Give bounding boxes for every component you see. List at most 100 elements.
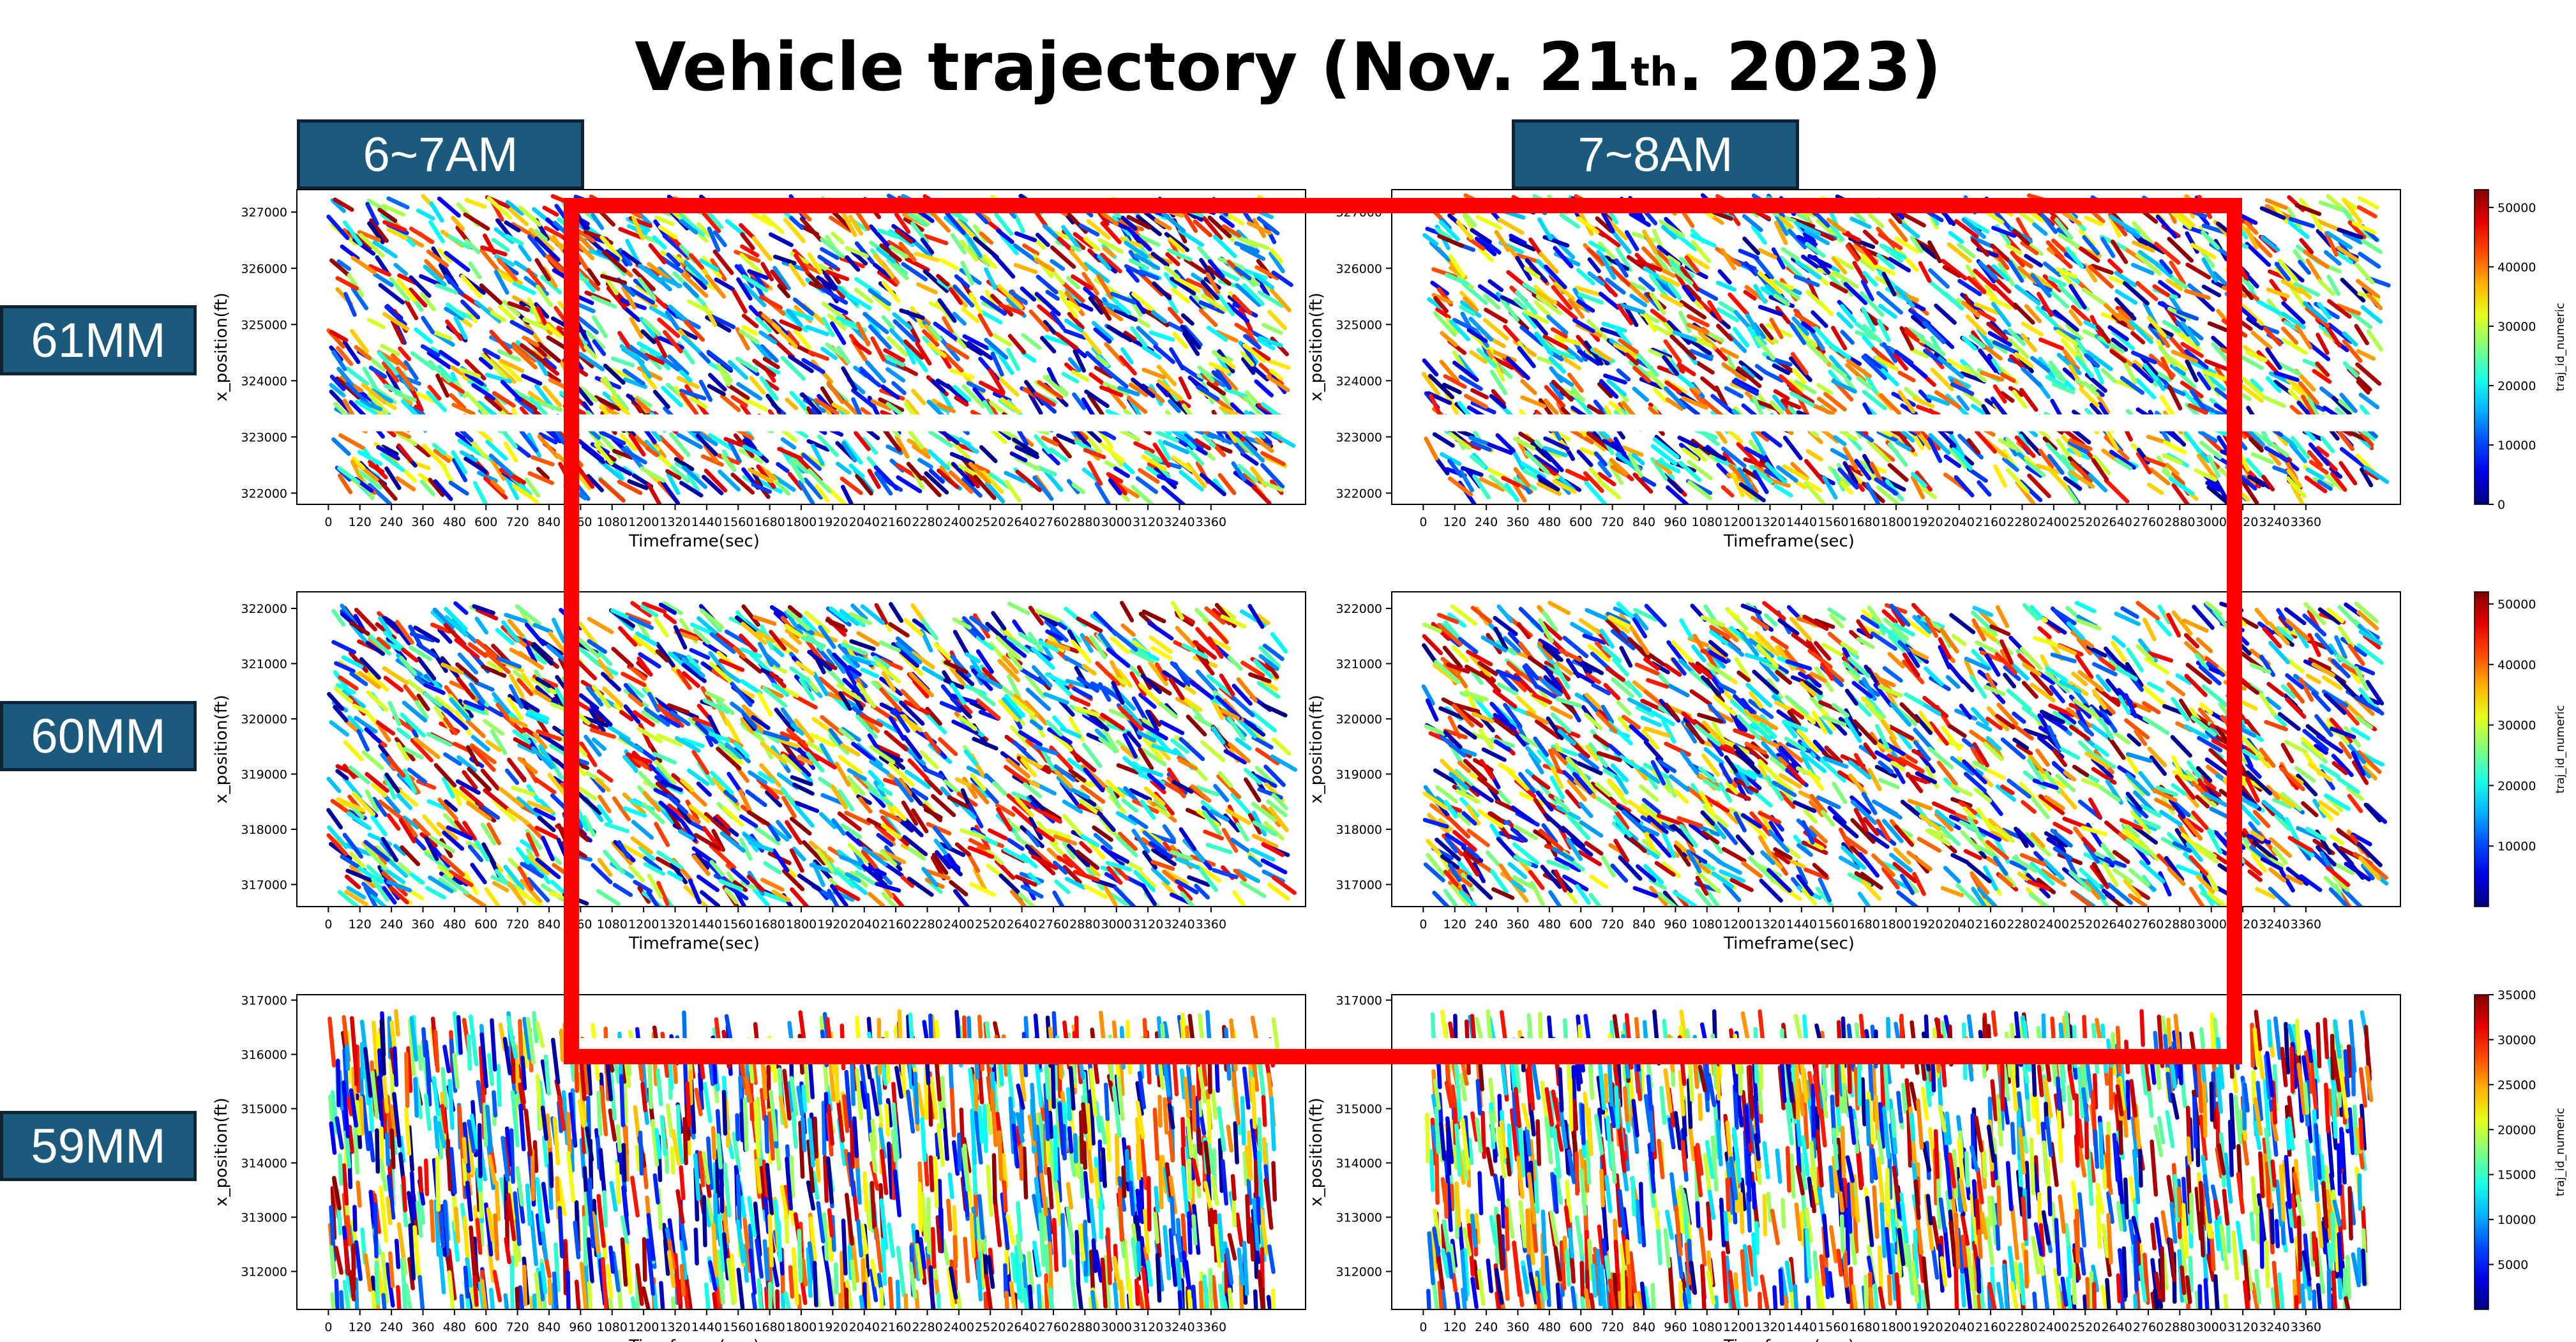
trajectory-streak [433, 448, 451, 464]
trajectory-streak [508, 684, 524, 709]
x-tick-label: 1440 [1786, 515, 1817, 529]
trajectory-streak [657, 317, 681, 338]
trajectory-streak [366, 864, 389, 886]
trajectory-streak [546, 644, 568, 663]
trajectory-streak [704, 273, 727, 299]
trajectory-streak [2065, 246, 2084, 269]
slide-title: Vehicle trajectory (Nov. 21th. 2023) [635, 28, 1941, 106]
trajectory-streak [497, 359, 522, 382]
colorbar-tick-label: 0 [2497, 498, 2505, 512]
trajectory-streak [808, 350, 829, 361]
trajectory-streak [796, 624, 815, 636]
trajectory-streak [1973, 302, 2000, 315]
trajectory-streak [584, 734, 602, 757]
trajectory-streak [748, 305, 764, 321]
trajectory-streak [2021, 321, 2044, 337]
trajectory-streak [372, 797, 388, 817]
trajectory-streak [1447, 476, 1473, 497]
trajectory-streak [603, 363, 626, 385]
trajectory-streak [2356, 205, 2377, 219]
trajectory-streak [707, 384, 726, 396]
trajectory-streak [738, 789, 752, 813]
trajectory-streak [702, 211, 721, 234]
trajectory-streak [920, 237, 935, 255]
trajectory-streak [2212, 271, 2230, 288]
trajectory-streak [1629, 212, 1651, 227]
trajectory-streak [426, 390, 447, 412]
trajectory-streak [1569, 428, 1594, 445]
trajectory-streak [2355, 362, 2382, 386]
trajectory-streak [1011, 697, 1035, 716]
trajectory-streak [1012, 740, 1038, 765]
trajectory-streak [1120, 623, 1136, 637]
trajectory-streak [1135, 476, 1159, 494]
trajectory-streak [1942, 265, 1962, 278]
chart-panel: 0 120 240 360 480 600 720 840 960 1080 1200 1320 144… [212, 591, 1306, 953]
trajectory-streak [951, 462, 975, 487]
trajectory-streak [1081, 743, 1103, 768]
trajectory-streak [1567, 372, 1584, 393]
trajectory-streak [1689, 387, 1706, 407]
trajectory-streak [2259, 206, 2286, 220]
trajectory-streak [1141, 455, 1168, 472]
trajectory-streak [801, 262, 822, 275]
trajectory-streak [733, 741, 749, 758]
trajectory-streak [687, 299, 713, 315]
trajectory-streak [1032, 476, 1054, 501]
trajectory-streak [457, 652, 479, 675]
trajectory-streak [1206, 381, 1226, 396]
trajectory-streak [1964, 365, 1987, 382]
trajectory-streak [2286, 206, 2302, 230]
trajectory-streak [2347, 308, 2373, 329]
trajectory-streak [693, 833, 721, 851]
trajectory-streak [2100, 236, 2116, 259]
trajectory-streak [1226, 302, 1250, 323]
x-tick-label: 1560 [1818, 515, 1848, 529]
trajectory-streak [736, 382, 763, 401]
trajectory-streak [1186, 714, 1207, 737]
trajectory-streak [2363, 469, 2380, 480]
trajectory-streak [2143, 363, 2158, 382]
trajectory-streak [599, 235, 623, 261]
trajectory-streak [998, 873, 1020, 894]
trajectory-streak [1639, 377, 1664, 389]
trajectory-streak [682, 282, 700, 298]
trajectory-streak [2092, 454, 2111, 476]
trajectory-streak [2171, 276, 2188, 289]
trajectory-streak [338, 675, 359, 691]
trajectory-streak [1126, 731, 1141, 748]
trajectory-streak [1142, 737, 1164, 761]
trajectory-streak [1548, 347, 1576, 360]
trajectory-streak [776, 462, 790, 473]
trajectory-streak [495, 628, 515, 645]
trajectory-streak [1019, 667, 1046, 686]
trajectory-streak [2315, 361, 2330, 377]
trajectory-streak [1100, 221, 1122, 245]
trajectory-streak [679, 370, 693, 383]
trajectory-streak [329, 720, 350, 737]
trajectory-streak [1520, 462, 1546, 479]
trajectory-streak [666, 252, 681, 267]
trajectory-streak [642, 601, 667, 614]
trajectory-streak [1737, 467, 1754, 492]
trajectory-streak [1099, 442, 1126, 464]
trajectory-streak [1842, 446, 1859, 471]
trajectory-streak [520, 343, 547, 365]
trajectory-streak [891, 381, 907, 395]
trajectory-streak [1149, 635, 1173, 654]
trajectory-streak [477, 471, 498, 483]
trajectory-streak [516, 796, 543, 820]
trajectory-streak [1652, 437, 1680, 460]
trajectory-streak [954, 395, 969, 407]
trajectory-streak [1170, 601, 1184, 621]
trajectory-streak [788, 632, 802, 645]
trajectory-streak [1073, 349, 1087, 373]
trajectory-streak [691, 750, 710, 775]
trajectory-streak [517, 743, 536, 755]
trajectory-streak [1618, 338, 1639, 354]
trajectory-streak [696, 874, 719, 893]
trajectory-streak [1812, 255, 1831, 275]
trajectory-streak [2165, 462, 2180, 476]
trajectory-streak [1267, 310, 1288, 331]
trajectory-streak [1804, 459, 1827, 485]
